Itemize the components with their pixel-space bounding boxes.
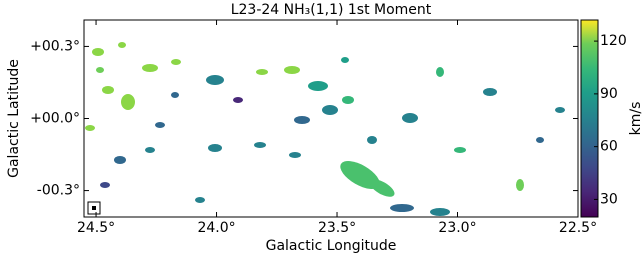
x-tick-label: 23.5° — [318, 220, 356, 236]
plot-frame — [84, 20, 578, 217]
chart-title: L23-24 NH₃(1,1) 1st Moment — [231, 2, 432, 18]
colorbar-tick-label: 120 — [600, 33, 627, 49]
x-tick-label: 24.0° — [197, 220, 235, 236]
chart: L23-24 NH₃(1,1) 1st Moment Galactic Long… — [0, 0, 644, 259]
colorbar-tick-label: 60 — [600, 139, 618, 155]
x-tick-label: 24.5° — [77, 220, 115, 236]
colorbar-label: km/s — [628, 102, 644, 136]
colorbar — [581, 20, 598, 217]
colorbar-tick-label: 30 — [600, 191, 618, 207]
y-tick-label: +00.3° — [30, 38, 80, 54]
y-tick-label: -00.3° — [37, 183, 80, 199]
colorbar-tick-label: 90 — [600, 86, 618, 102]
y-axis-label: Galactic Latitude — [6, 59, 22, 178]
emission-map — [85, 42, 565, 216]
x-axis-label: Galactic Longitude — [266, 238, 397, 254]
x-tick-label: 22.5° — [559, 220, 597, 236]
x-tick-label: 23.0° — [438, 220, 476, 236]
y-tick-label: +00.0° — [30, 111, 80, 127]
beam — [92, 206, 96, 210]
